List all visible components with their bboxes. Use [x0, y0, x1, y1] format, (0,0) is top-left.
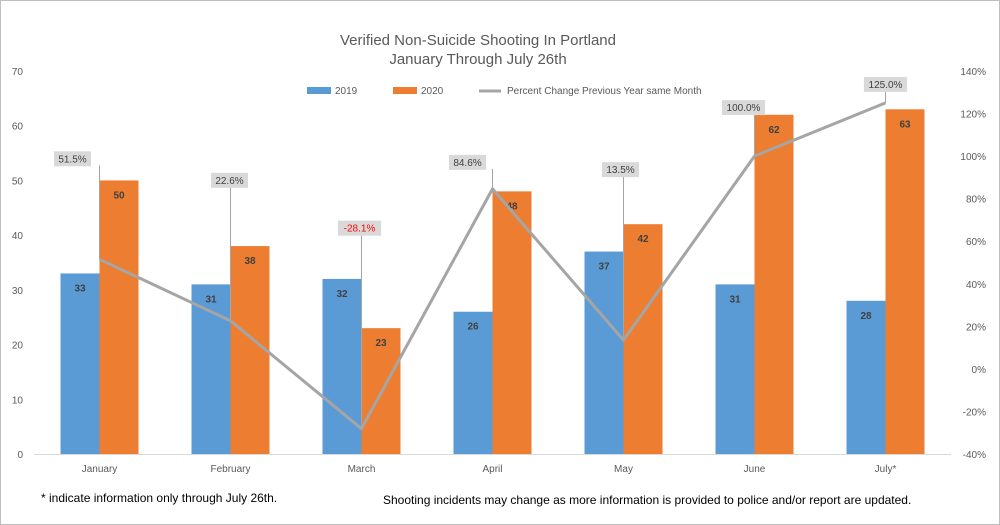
- bar-2020-February: [230, 246, 270, 454]
- percent-label: -28.1%: [344, 224, 376, 235]
- percent-label: 125.0%: [869, 80, 903, 91]
- x-tick-label: March: [348, 464, 376, 475]
- bar-value-label: 62: [768, 125, 780, 136]
- bar-value-label: 33: [74, 283, 86, 294]
- y-left-tick-label: 70: [12, 67, 24, 78]
- bar-2020-June: [754, 114, 794, 455]
- footnote-data-update: Shooting incidents may change as more in…: [383, 493, 912, 507]
- y-right-tick-label: 40%: [966, 280, 986, 291]
- bar-2019-March: [322, 278, 362, 454]
- chart-title-line-2: January Through July 26th: [389, 51, 566, 68]
- bar-value-label: 37: [598, 262, 610, 273]
- percent-label: 100.0%: [727, 103, 761, 114]
- percent-label-box: [211, 172, 248, 188]
- percent-label-box: [602, 162, 639, 178]
- bar-2020-April: [492, 191, 532, 454]
- bar-value-label: 28: [860, 311, 872, 322]
- y-left-tick-label: 20: [12, 341, 24, 352]
- y-right-tick-label: 80%: [966, 195, 986, 206]
- y-right-tick-label: 20%: [966, 322, 986, 333]
- bar-value-label: 26: [467, 322, 479, 333]
- y-left-tick-label: 10: [12, 395, 24, 406]
- legend-swatch-2020: [393, 87, 417, 94]
- bar-2019-June: [715, 284, 755, 454]
- y-left-tick-label: 40: [12, 231, 24, 242]
- legend-label: 2020: [421, 86, 444, 97]
- bar-value-label: 32: [336, 289, 348, 300]
- percent-label-box: [449, 154, 486, 170]
- percent-label: 13.5%: [606, 165, 634, 176]
- bar-value-label: 42: [637, 234, 649, 245]
- bar-2019-February: [191, 284, 231, 454]
- y-left-tick-label: 0: [17, 450, 23, 461]
- percent-label: 51.5%: [58, 154, 86, 165]
- y-right-tick-label: 60%: [966, 237, 986, 248]
- x-tick-label: May: [614, 464, 633, 475]
- x-tick-label: April: [482, 464, 502, 475]
- y-right-tick-label: -20%: [963, 407, 986, 418]
- percent-label-box: [863, 76, 908, 92]
- bar-2020-January: [99, 180, 139, 454]
- legend-swatch-2019: [307, 87, 331, 94]
- bar-2019-January: [60, 273, 100, 454]
- bar-value-label: 31: [729, 294, 741, 305]
- bar-value-label: 38: [244, 256, 256, 267]
- legend-label: 2019: [335, 86, 358, 97]
- footnote-partial-month: * indicate information only through July…: [41, 491, 278, 505]
- y-left-tick-label: 50: [12, 176, 24, 187]
- x-tick-label: June: [744, 464, 766, 475]
- x-tick-label: July*: [875, 464, 897, 475]
- bar-value-label: 23: [375, 338, 387, 349]
- y-right-tick-label: 100%: [960, 152, 986, 163]
- percent-label-box: [337, 220, 382, 236]
- bar-value-label: 48: [506, 201, 518, 212]
- y-right-tick-label: 0%: [972, 365, 987, 376]
- y-right-tick-label: -40%: [963, 450, 986, 461]
- percent-label-box: [54, 151, 91, 167]
- chart-title-line-1: Verified Non-Suicide Shooting In Portlan…: [340, 32, 616, 49]
- x-tick-label: February: [210, 464, 250, 475]
- legend-label: Percent Change Previous Year same Month: [507, 86, 702, 97]
- bar-value-label: 31: [205, 294, 217, 305]
- bar-2019-July*: [846, 300, 886, 454]
- percent-label-box: [721, 100, 766, 116]
- bar-2020-May: [623, 224, 663, 454]
- y-right-tick-label: 140%: [960, 67, 986, 78]
- bar-2020-July*: [885, 109, 925, 455]
- bar-2019-May: [584, 251, 624, 454]
- bar-value-label: 50: [113, 190, 125, 201]
- bar-value-label: 63: [899, 119, 911, 130]
- bar-2019-April: [453, 311, 493, 454]
- y-left-tick-label: 30: [12, 286, 24, 297]
- y-right-tick-label: 120%: [960, 110, 986, 121]
- percent-label: 84.6%: [453, 158, 481, 169]
- percent-label: 22.6%: [215, 176, 243, 187]
- x-tick-label: January: [82, 464, 118, 475]
- y-left-tick-label: 60: [12, 122, 24, 133]
